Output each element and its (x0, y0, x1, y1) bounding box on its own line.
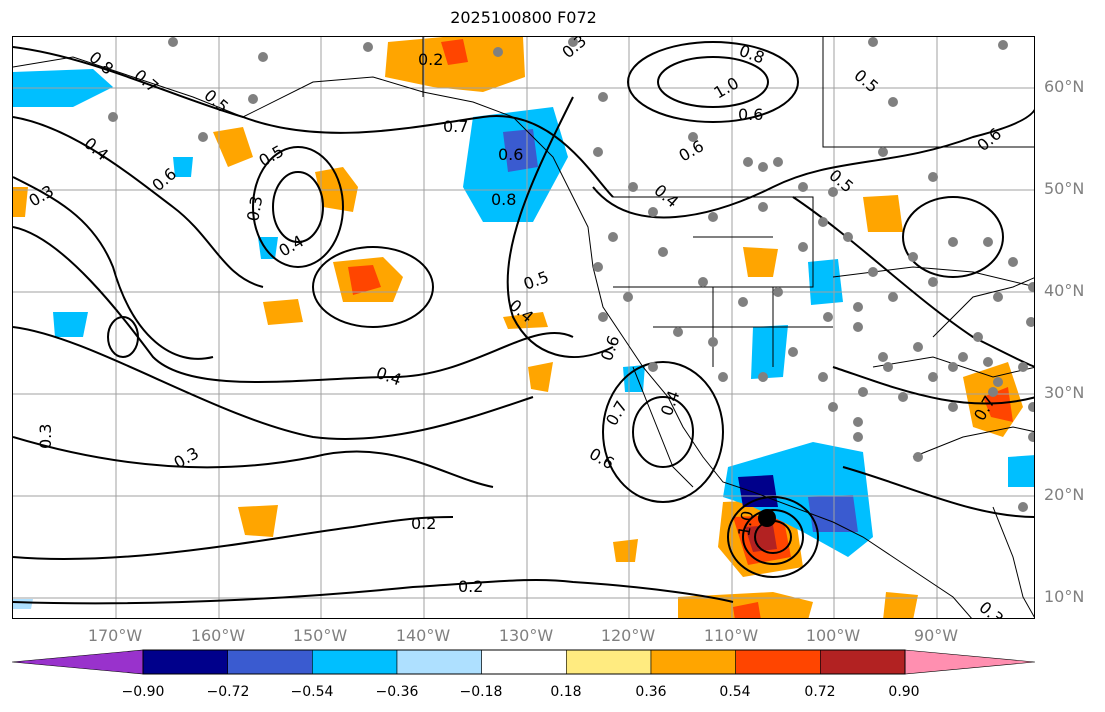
colorbar-extend-min (11, 649, 144, 675)
contour-label: 0.4 (657, 388, 684, 418)
contour-label: 0.6 (738, 105, 763, 124)
contour-label: 1.0 (734, 509, 757, 537)
colorbar-tick-label: −0.36 (375, 684, 419, 700)
colorbar-segment (227, 649, 313, 675)
contour-label: 0.2 (418, 50, 443, 69)
contour-label: 0.7 (443, 117, 468, 136)
lat-label: 40°N (1044, 281, 1085, 300)
colorbar-tick-label: 0.90 (888, 684, 920, 700)
station-markers (108, 37, 1034, 512)
map-panel: 0.8 0.7 0.5 0.2 0.3 0.8 1.0 0.6 0.5 0.4 … (12, 36, 1035, 619)
colorbar-segment (481, 649, 567, 675)
contour-label: 0.6 (676, 136, 708, 165)
contour-label: 0.6 (597, 333, 624, 363)
lon-label: 170°W (87, 626, 143, 645)
contour-label: 0.3 (558, 37, 590, 62)
colorbar-segment (396, 649, 482, 675)
colorbar-segment (735, 649, 821, 675)
contour-label: 0.3 (975, 598, 1007, 619)
contour-label: 0.6 (498, 145, 523, 164)
lat-label: 30°N (1044, 383, 1085, 402)
lon-label: 90°W (913, 626, 959, 645)
colorbar-tick-label: −0.18 (459, 684, 503, 700)
contour-lines (13, 41, 1034, 605)
lon-label: 160°W (190, 626, 246, 645)
map-canvas: 0.8 0.7 0.5 0.2 0.3 0.8 1.0 0.6 0.5 0.4 … (13, 37, 1034, 619)
lon-label: 140°W (395, 626, 451, 645)
colorbar-tick-label: 0.72 (804, 684, 836, 700)
colorbar-tick-label: 0.54 (719, 684, 751, 700)
colorbar-tick-label: −0.54 (290, 684, 334, 700)
contour-label: 0.8 (737, 41, 767, 68)
lon-label: 100°W (805, 626, 861, 645)
contour-label: 0.3 (243, 194, 266, 222)
lon-label: 130°W (498, 626, 554, 645)
contour-label: 0.7 (130, 66, 162, 97)
colorbar-segment (820, 649, 906, 675)
colorbar-segment (566, 649, 652, 675)
contour-label: 0.5 (256, 141, 288, 170)
storm-center-marker (758, 509, 776, 527)
colorbar (11, 649, 1036, 675)
contour-label: 0.5 (521, 267, 551, 294)
colorbar-extend-max (904, 649, 1036, 675)
contour-label: 0.2 (411, 514, 436, 533)
lon-label: 120°W (600, 626, 656, 645)
lon-label: 110°W (703, 626, 759, 645)
coastlines (13, 37, 1034, 618)
lat-label: 10°N (1044, 587, 1085, 606)
contour-label: 0.5 (850, 66, 882, 97)
colorbar-segment (142, 649, 228, 675)
contour-label: 0.3 (36, 424, 55, 449)
lon-label: 150°W (292, 626, 348, 645)
contour-label: 0.4 (650, 181, 682, 212)
contour-label: 0.7 (602, 397, 631, 429)
colorbar-tick-label: 0.18 (550, 684, 582, 700)
colorbar-segment (312, 649, 398, 675)
lat-label: 20°N (1044, 485, 1085, 504)
contour-label: 1.0 (711, 73, 743, 102)
lat-label: 50°N (1044, 179, 1085, 198)
colorbar-segment (650, 649, 736, 675)
colorbar-tick-label: 0.36 (635, 684, 667, 700)
negative-anomaly-shading (13, 69, 1034, 609)
map-title: 2025100800 F072 (450, 8, 597, 27)
lat-label: 60°N (1044, 77, 1085, 96)
contour-label: 0.2 (458, 577, 483, 596)
contour-label: 0.4 (374, 363, 404, 390)
contour-label: 0.4 (276, 231, 308, 260)
colorbar-tick-label: −0.90 (121, 684, 165, 700)
colorbar-tick-label: −0.72 (206, 684, 250, 700)
contour-label: 0.8 (491, 190, 516, 209)
